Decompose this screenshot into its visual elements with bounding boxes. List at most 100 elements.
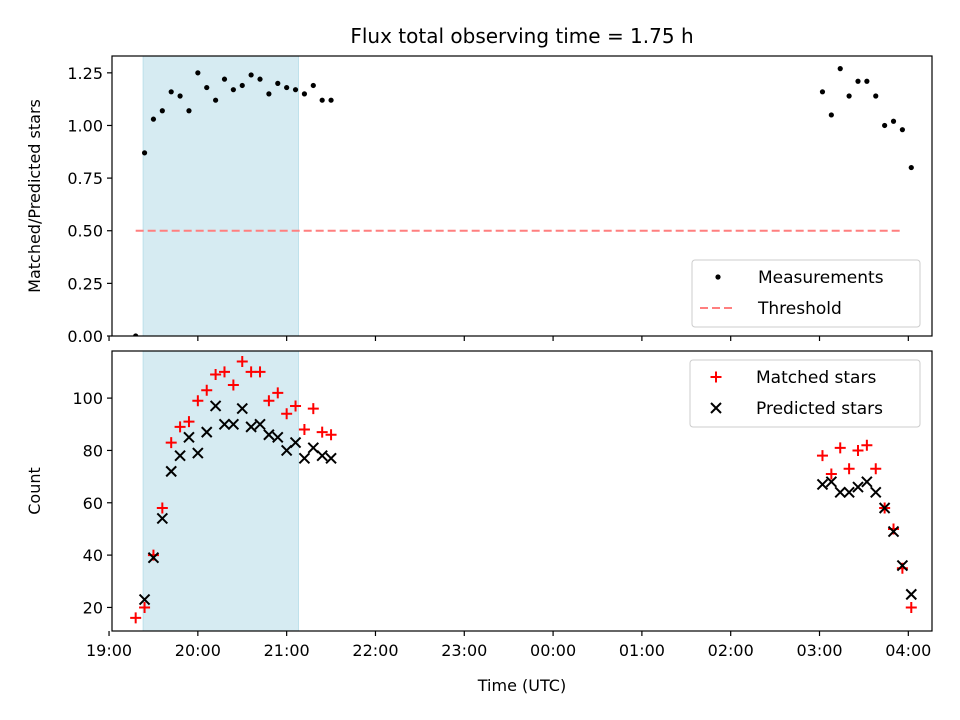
predicted-star-point	[183, 431, 195, 444]
y-tick-label: 100	[72, 389, 103, 408]
predicted-star-point	[245, 421, 257, 433]
predicted-star-point	[227, 418, 240, 430]
plot-area	[133, 66, 914, 336]
x-tick-label: 00:00	[530, 641, 576, 660]
measurement-point	[168, 89, 174, 95]
measurement-point	[819, 89, 826, 95]
predicted-star-point	[289, 436, 302, 449]
measurement-point	[257, 76, 263, 82]
legend-marker-matched	[710, 371, 722, 383]
predicted-star-point	[165, 465, 177, 478]
x-tick-label: 03:00	[796, 641, 842, 660]
matched-star-point	[227, 379, 239, 391]
plot-area	[130, 355, 917, 624]
y-axis-label: Matched/Predicted stars	[25, 99, 44, 293]
measurement-point	[292, 87, 299, 93]
predicted-star-point	[887, 525, 900, 538]
measurement-point	[899, 127, 905, 133]
measurement-point	[864, 78, 870, 84]
y-tick-label: 0.00	[67, 327, 103, 346]
predicted-star-point	[896, 559, 909, 572]
predicted-star-point	[201, 426, 213, 438]
x-tick-label: 01:00	[619, 641, 665, 660]
measurement-point	[150, 116, 157, 122]
predicted-star-point	[254, 418, 266, 430]
predicted-star-point	[192, 447, 204, 459]
y-tick-label: 20	[83, 598, 103, 617]
predicted-star-point	[236, 402, 248, 415]
predicted-star-point	[852, 481, 864, 493]
observing-span	[142, 350, 299, 632]
predicted-star-point	[209, 400, 222, 412]
matched-star-point	[307, 403, 319, 415]
matched-star-point	[316, 426, 328, 438]
x-tick-label: 04:00	[885, 641, 931, 660]
x-tick-label: 21:00	[264, 641, 310, 660]
y-tick-label: 0.75	[67, 169, 103, 188]
predicted-star-point	[280, 444, 293, 457]
bottom-panel: 20 40 60 80 100 19:00 20:00 21:00 22:00 23:00 00:0…	[25, 350, 933, 695]
legend-label: Predicted stars	[756, 399, 883, 419]
y-tick-label: 1.25	[67, 64, 103, 83]
measurement-point	[275, 80, 281, 86]
matched-star-point	[281, 408, 293, 420]
legend-label: Matched stars	[756, 368, 876, 388]
measurement-point	[221, 76, 228, 82]
x-tick-label: 20:00	[175, 641, 221, 660]
predicted-star-point	[263, 429, 275, 441]
measurement-point	[873, 93, 879, 99]
matched-star-point	[192, 395, 204, 407]
measurement-point	[133, 333, 139, 336]
predicted-star-point	[878, 502, 891, 514]
y-tick-label: 0.50	[67, 222, 103, 241]
x-tick-label: 19:00	[86, 641, 132, 660]
measurement-point	[301, 91, 308, 97]
measurement-point	[837, 66, 843, 72]
figure-title: Flux total observing time = 1.75 h	[350, 24, 693, 48]
legend-marker-measurements	[715, 274, 721, 280]
predicted-star-point	[905, 588, 917, 601]
matched-star-point	[130, 612, 142, 624]
predicted-star-point	[307, 442, 320, 454]
matched-star-point	[183, 416, 195, 428]
matched-star-point	[201, 384, 213, 396]
matched-star-point	[174, 421, 186, 433]
y-tick-label: 1.00	[67, 116, 103, 135]
legend-marker-predicted	[710, 402, 722, 414]
measurement-point	[890, 118, 897, 124]
observing-span	[142, 55, 299, 337]
predicted-star-point	[816, 478, 829, 491]
x-tick-label: 22:00	[352, 641, 398, 660]
predicted-star-point	[316, 449, 328, 462]
measurement-point	[319, 97, 325, 103]
matched-star-point	[263, 395, 275, 407]
measurement-point	[248, 72, 254, 78]
measurement-point	[186, 108, 192, 114]
predicted-star-point	[272, 431, 284, 444]
predicted-star-point	[218, 418, 231, 430]
matched-star-point	[861, 439, 873, 451]
measurement-point	[266, 91, 272, 97]
y-axis-label: Count	[25, 467, 44, 515]
measurement-point	[204, 84, 210, 91]
legend: Matched stars Predicted stars	[689, 359, 921, 428]
predicted-star-point	[138, 593, 151, 606]
measurement-point	[855, 78, 861, 84]
measurement-point	[882, 122, 888, 129]
measurement-point	[328, 97, 334, 103]
y-tick-label: 0.25	[67, 274, 103, 293]
matched-star-point	[325, 429, 337, 441]
x-tick-label: 23:00	[441, 641, 487, 660]
predicted-star-point	[325, 452, 337, 464]
matched-star-point	[165, 437, 177, 449]
predicted-star-point	[834, 486, 846, 499]
matched-star-point	[210, 369, 222, 381]
predicted-star-point	[843, 486, 855, 499]
matched-star-point	[298, 424, 310, 436]
axes-frame	[111, 350, 933, 632]
matched-star-point	[825, 468, 837, 480]
legend-box	[691, 259, 921, 328]
matched-star-point	[852, 444, 864, 456]
top-panel: 0.00 0.25 0.50 0.75 1.00 1.25 Matched/Predicte…	[25, 55, 933, 346]
